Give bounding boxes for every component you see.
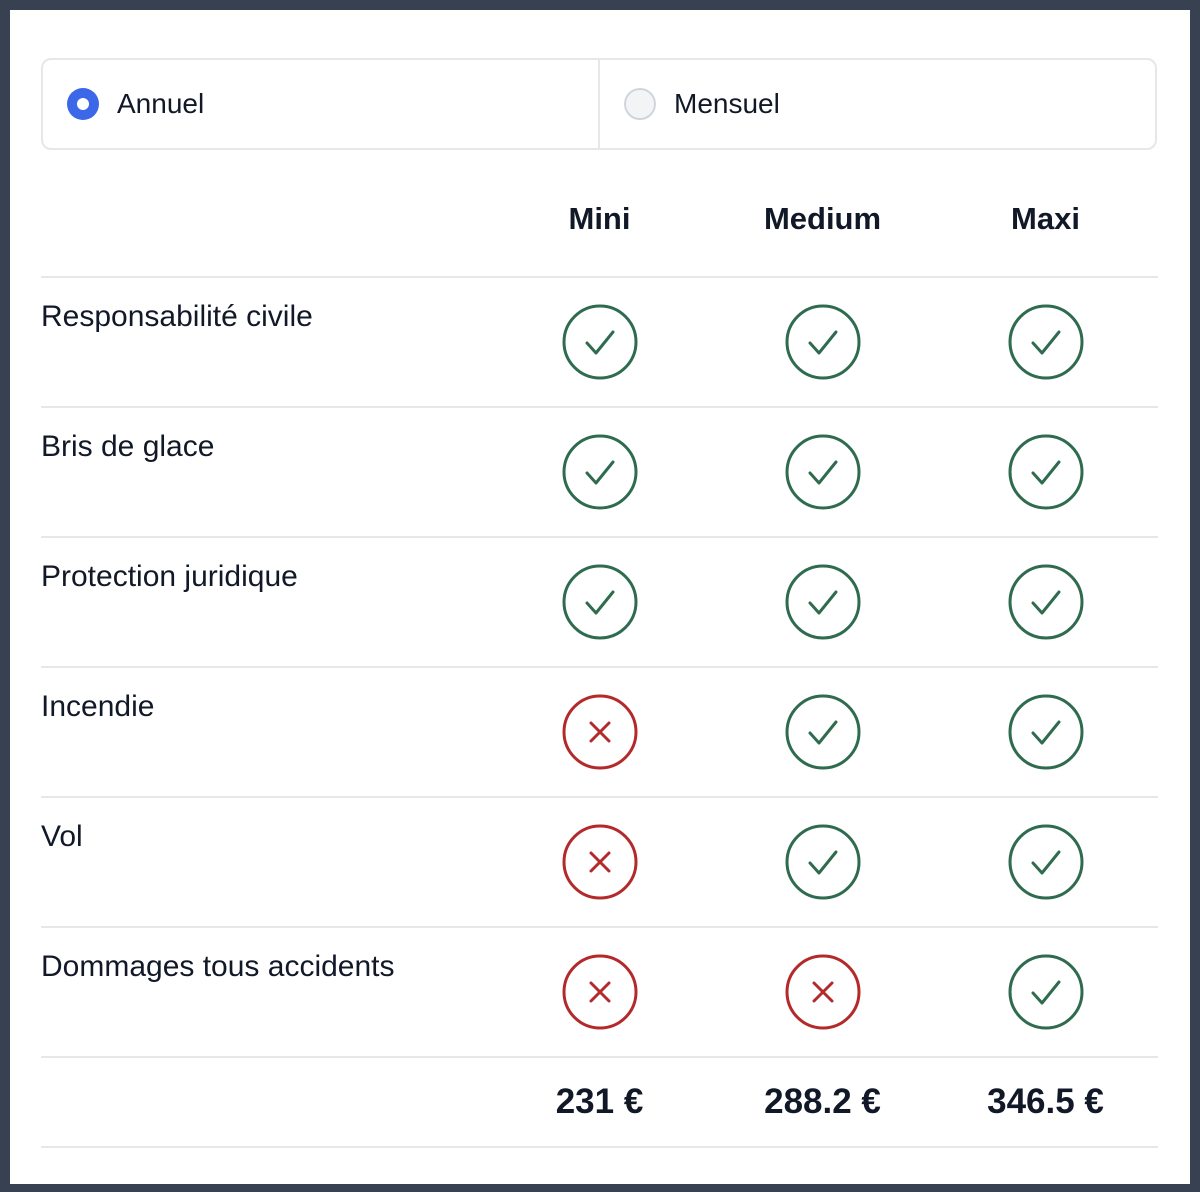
coverage-cell-mini xyxy=(488,538,711,666)
check-circle-icon xyxy=(785,434,860,510)
coverage-cell-medium xyxy=(711,798,934,926)
table-row: Dommages tous accidents xyxy=(41,928,1158,1058)
coverage-table: Mini Medium Maxi Responsabilité civile Br… xyxy=(41,180,1158,1148)
pricing-card: Annuel Mensuel Mini Medium Maxi Responsa… xyxy=(10,10,1190,1184)
coverage-cell-maxi xyxy=(934,408,1157,536)
coverage-cell-maxi xyxy=(934,798,1157,926)
table-row: Protection juridique xyxy=(41,538,1158,668)
check-circle-icon xyxy=(785,564,860,640)
coverage-cell-medium xyxy=(711,278,934,406)
table-header-row: Mini Medium Maxi xyxy=(41,180,1158,278)
header-empty-cell xyxy=(41,180,488,276)
price-row: 231 € 288.2 € 346.5 € xyxy=(41,1058,1158,1148)
check-circle-icon xyxy=(562,304,637,380)
check-circle-icon xyxy=(562,564,637,640)
check-circle-icon xyxy=(1008,824,1083,900)
coverage-cell-maxi xyxy=(934,668,1157,796)
coverage-cell-mini xyxy=(488,278,711,406)
coverage-cell-mini xyxy=(488,408,711,536)
coverage-cell-medium xyxy=(711,538,934,666)
coverage-cell-mini xyxy=(488,668,711,796)
feature-label: Responsabilité civile xyxy=(41,300,313,333)
table-row: Responsabilité civile xyxy=(41,278,1158,408)
plan-header-maxi: Maxi xyxy=(1011,201,1080,236)
plan-header-mini: Mini xyxy=(568,201,631,236)
price-maxi: 346.5 € xyxy=(987,1082,1104,1121)
check-circle-icon xyxy=(562,434,637,510)
check-circle-icon xyxy=(785,304,860,380)
billing-option-label: Mensuel xyxy=(674,88,780,119)
billing-option-mensuel[interactable]: Mensuel xyxy=(598,60,1155,148)
coverage-cell-maxi xyxy=(934,538,1157,666)
feature-label: Vol xyxy=(41,820,83,853)
coverage-cell-maxi xyxy=(934,278,1157,406)
coverage-cell-mini xyxy=(488,798,711,926)
table-row: Bris de glace xyxy=(41,408,1158,538)
coverage-cell-medium xyxy=(711,408,934,536)
radio-unselected-icon[interactable] xyxy=(624,88,656,120)
x-circle-icon xyxy=(562,824,637,900)
coverage-cell-medium xyxy=(711,928,934,1056)
check-circle-icon xyxy=(1008,564,1083,640)
table-row: Incendie xyxy=(41,668,1158,798)
price-medium: 288.2 € xyxy=(764,1082,881,1121)
feature-label: Protection juridique xyxy=(41,560,298,593)
check-circle-icon xyxy=(1008,304,1083,380)
billing-option-label: Annuel xyxy=(117,88,205,119)
feature-label: Incendie xyxy=(41,690,155,723)
x-circle-icon xyxy=(562,954,637,1030)
x-circle-icon xyxy=(562,694,637,770)
coverage-cell-maxi xyxy=(934,928,1157,1056)
billing-option-annuel[interactable]: Annuel xyxy=(43,60,598,148)
check-circle-icon xyxy=(785,824,860,900)
check-circle-icon xyxy=(1008,434,1083,510)
billing-toggle: Annuel Mensuel xyxy=(41,58,1157,150)
check-circle-icon xyxy=(1008,694,1083,770)
plan-header-medium: Medium xyxy=(763,201,882,236)
radio-selected-icon[interactable] xyxy=(67,88,99,120)
feature-label: Bris de glace xyxy=(41,430,215,463)
coverage-cell-medium xyxy=(711,668,934,796)
check-circle-icon xyxy=(1008,954,1083,1030)
table-row: Vol xyxy=(41,798,1158,928)
x-circle-icon xyxy=(785,954,860,1030)
feature-label: Dommages tous accidents xyxy=(41,950,395,983)
price-mini: 231 € xyxy=(555,1082,644,1121)
coverage-cell-mini xyxy=(488,928,711,1056)
check-circle-icon xyxy=(785,694,860,770)
price-label-cell xyxy=(41,1058,488,1146)
